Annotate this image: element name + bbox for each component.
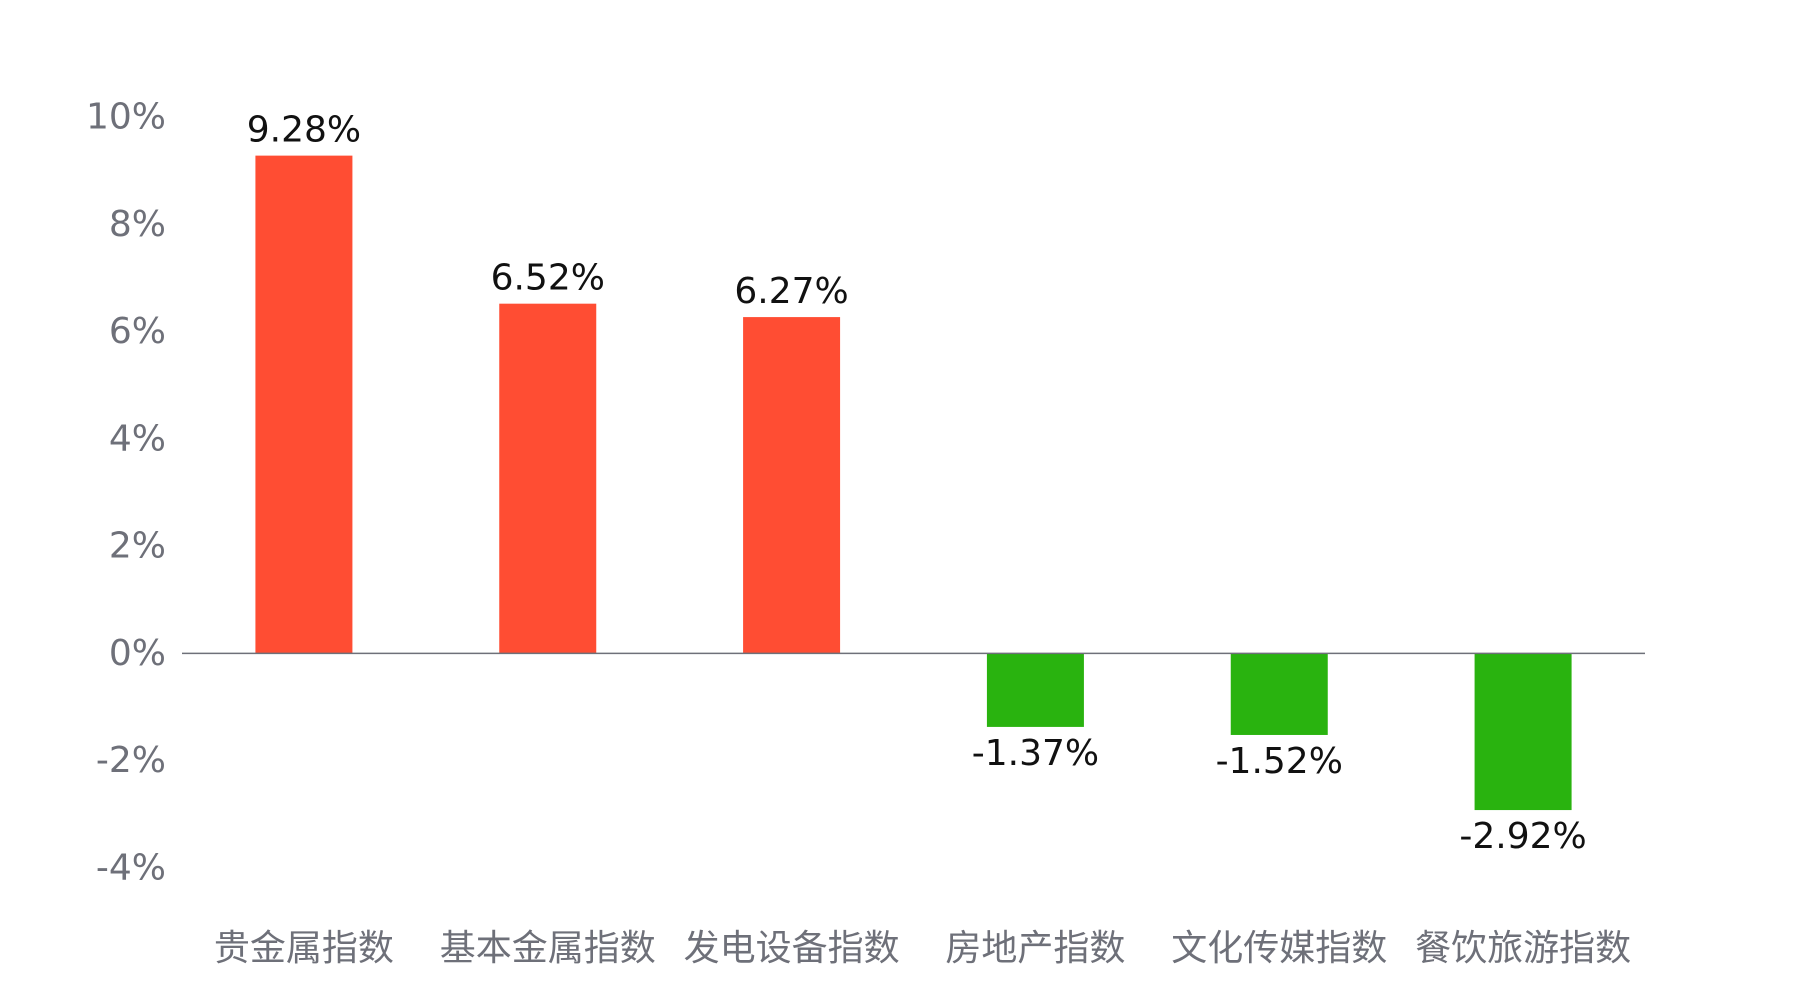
y-tick-label: 6% [109, 311, 166, 352]
data-label: -1.52% [1216, 741, 1343, 782]
y-tick-label: 8% [109, 204, 166, 245]
data-label: 9.28% [247, 110, 361, 151]
y-tick-label: 0% [109, 633, 166, 674]
data-label: 6.52% [491, 258, 605, 299]
x-tick-label: 基本金属指数 [440, 928, 656, 969]
y-tick-label: 4% [109, 418, 166, 459]
data-label: -1.37% [972, 733, 1099, 774]
y-tick-label: -4% [96, 848, 166, 889]
y-tick-label: 2% [109, 526, 166, 567]
bar [1230, 653, 1328, 735]
x-tick-label: 文化传媒指数 [1171, 928, 1387, 969]
data-label: -2.92% [1459, 816, 1586, 857]
data-labels: 9.28% 6.52% 6.27% -1.37% -1.52% -2.92% [247, 110, 1587, 857]
x-tick-label: 房地产指数 [945, 928, 1125, 969]
x-tick-label: 发电设备指数 [684, 928, 900, 969]
bar [255, 155, 353, 654]
bar [743, 317, 841, 654]
y-tick-label: 10% [86, 97, 166, 138]
x-tick-label: 贵金属指数 [214, 928, 394, 969]
bar [1474, 653, 1572, 811]
bar [499, 303, 597, 654]
bar [986, 653, 1084, 727]
bars [255, 155, 1572, 811]
x-tick-label: 餐饮旅游指数 [1415, 928, 1631, 969]
y-axis: 10% 8% 6% 4% 2% 0% -2% -4% [86, 97, 166, 889]
data-label: 6.27% [734, 271, 848, 312]
x-axis-categories: 贵金属指数 基本金属指数 发电设备指数 房地产指数 文化传媒指数 餐饮旅游指数 [214, 928, 1631, 969]
y-tick-label: -2% [96, 740, 166, 781]
